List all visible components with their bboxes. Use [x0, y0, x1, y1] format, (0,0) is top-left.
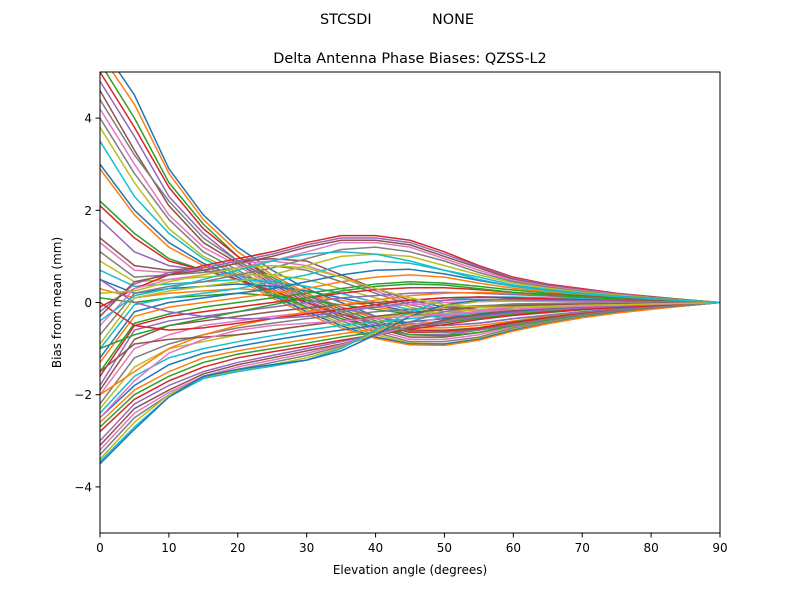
- x-tick-label: 90: [712, 541, 727, 555]
- x-tick-label: 20: [230, 541, 245, 555]
- plot-frame: [99, 71, 721, 534]
- x-tick-label: 60: [506, 541, 521, 555]
- suptitle-left: STCSDI: [320, 12, 372, 28]
- y-tick-label: 4: [84, 112, 92, 126]
- series-line-55: [100, 301, 720, 373]
- series-line-56: [100, 301, 720, 419]
- series-line-54: [100, 278, 720, 320]
- y-tick-label: −2: [74, 388, 92, 402]
- x-tick-label: 10: [161, 541, 176, 555]
- x-tick-label: 70: [575, 541, 590, 555]
- y-axis-label: Bias from mean (mm): [50, 237, 64, 368]
- x-axis-label: Elevation angle (degrees): [333, 563, 487, 577]
- series-line-52: [100, 283, 720, 350]
- y-tick-label: 0: [84, 296, 92, 310]
- y-tick-label: 2: [84, 204, 92, 218]
- series-line-58: [100, 264, 720, 308]
- chart-title: Delta Antenna Phase Biases: QZSS-L2: [273, 51, 546, 67]
- series-line-28: [100, 253, 720, 345]
- x-tick-label: 80: [643, 541, 658, 555]
- x-tick-label: 0: [96, 541, 104, 555]
- x-tick-label: 30: [299, 541, 314, 555]
- suptitle-right: NONE: [432, 12, 474, 28]
- series-line-40: [100, 301, 720, 419]
- series-line-57: [100, 99, 720, 334]
- x-axis: 0 10 20 30 40 50 60 70 80 90: [96, 533, 728, 555]
- series-line-43: [100, 301, 720, 433]
- x-tick-label: 40: [368, 541, 383, 555]
- plot-area: [100, 72, 720, 465]
- y-tick-label: −4: [74, 480, 92, 494]
- series-line-2: [104, 72, 720, 331]
- series-line-59: [100, 251, 720, 322]
- series-line-39: [100, 301, 720, 414]
- series-line-47: [100, 301, 720, 456]
- x-tick-label: 50: [437, 541, 452, 555]
- y-axis: −4 −2 0 2 4: [74, 112, 100, 494]
